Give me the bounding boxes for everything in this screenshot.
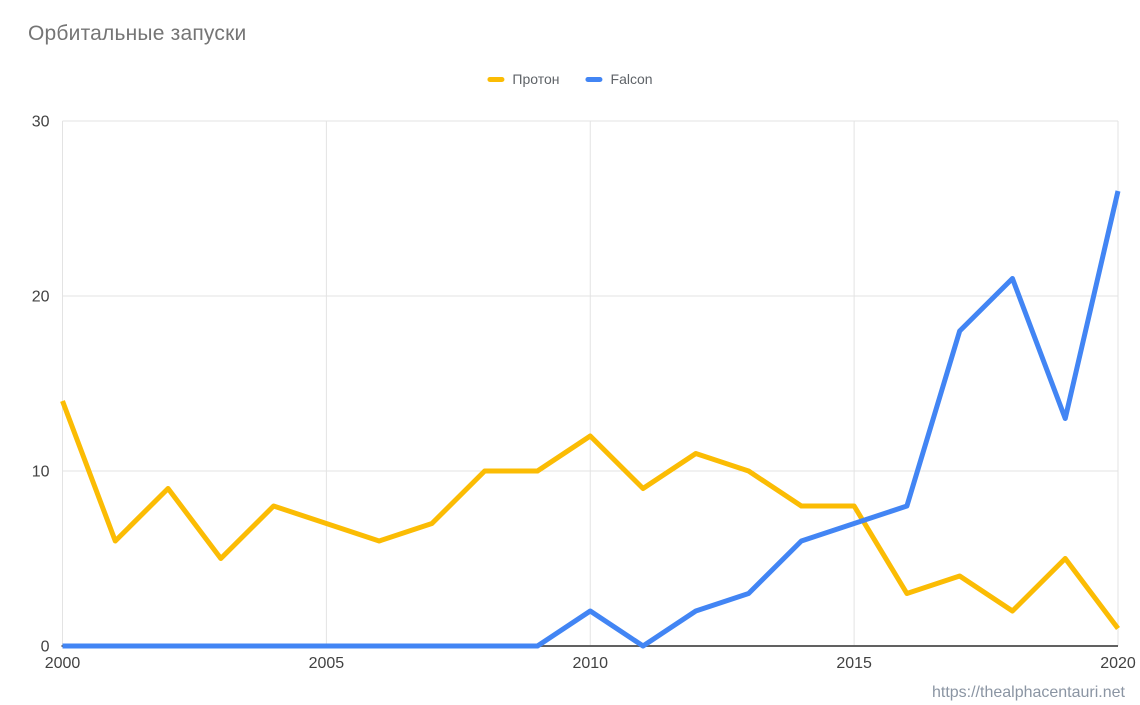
legend-label: Falcon xyxy=(610,71,653,87)
x-tick-label: 2005 xyxy=(309,655,345,672)
x-tick-label: 2000 xyxy=(45,655,81,672)
legend: Протон Falcon xyxy=(487,71,653,87)
y-tick-label: 10 xyxy=(32,464,50,481)
legend-swatch-icon xyxy=(487,76,505,82)
legend-item-1: Falcon xyxy=(585,71,653,87)
legend-item-0: Протон xyxy=(487,71,560,87)
legend-swatch-icon xyxy=(585,76,603,82)
y-tick-label: 30 xyxy=(32,114,50,131)
x-tick-label: 2020 xyxy=(1100,655,1136,672)
series-line-1 xyxy=(62,190,1121,649)
x-tick-label: 2015 xyxy=(836,655,872,672)
chart-title: Орбитальные запуски xyxy=(28,22,247,45)
legend-label: Протон xyxy=(512,71,560,87)
y-tick-label: 20 xyxy=(32,289,50,306)
x-tick-label: 2010 xyxy=(572,655,608,672)
series-line-0 xyxy=(60,400,1120,631)
watermark-link: https://thealphacentauri.net xyxy=(931,684,1125,701)
y-tick-label: 0 xyxy=(41,639,50,656)
